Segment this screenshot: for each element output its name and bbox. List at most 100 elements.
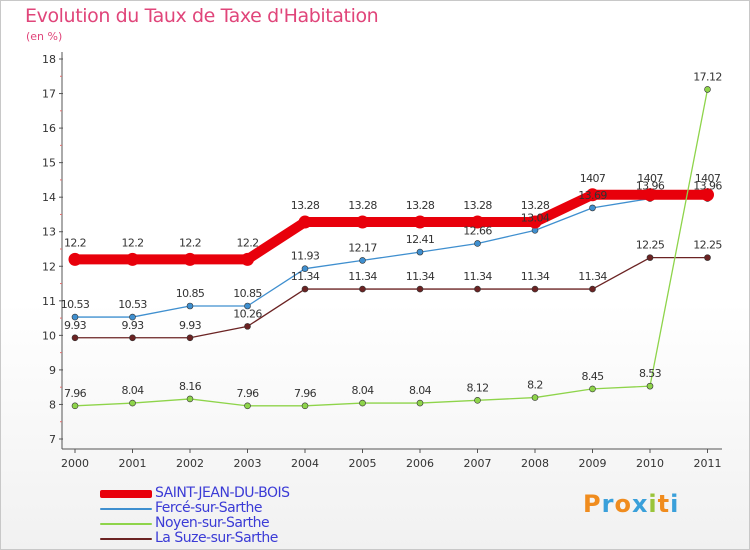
y-tick-label: 16 (42, 122, 56, 135)
logo-letter: i (670, 490, 680, 518)
data-point (301, 285, 309, 293)
data-label: 13.96 (693, 180, 722, 193)
data-label: 1407 (580, 172, 606, 185)
x-tick-label: 2004 (291, 457, 319, 470)
data-point (359, 399, 366, 407)
data-label: 8.04 (121, 384, 144, 397)
data-point (71, 334, 79, 342)
data-point (646, 254, 654, 261)
logo-letter: P (583, 490, 602, 518)
data-point (129, 313, 136, 321)
data-label: 13.04 (521, 211, 550, 224)
legend-swatch (100, 508, 152, 510)
data-label: 8.12 (466, 381, 488, 394)
data-point (186, 334, 194, 342)
y-tick-label: 12 (42, 260, 56, 273)
data-label: 9.93 (64, 319, 87, 332)
data-point (474, 240, 481, 247)
data-point (186, 302, 194, 310)
data-label: 13.28 (406, 199, 435, 212)
legend-swatch (100, 523, 152, 525)
data-point (704, 254, 711, 261)
proxiti-logo: Proxiti (583, 490, 679, 518)
legend-swatch (100, 490, 152, 498)
data-label: 7.96 (294, 387, 317, 400)
chart-unit-label: (en %) (26, 30, 63, 43)
data-label: 13.28 (463, 199, 492, 212)
data-label: 8.04 (351, 384, 374, 397)
logo-letter: o (614, 490, 632, 518)
data-point (589, 385, 596, 393)
data-label: 8.45 (581, 370, 604, 383)
data-label: 13.28 (348, 199, 377, 212)
data-point (298, 215, 312, 229)
data-point (589, 285, 596, 293)
y-tick-label: 7 (49, 433, 56, 446)
series-line-ferce-sur-sarthe (74, 197, 709, 318)
x-tick-label: 2001 (119, 457, 147, 470)
legend-label: La Suze-sur-Sarthe (155, 530, 278, 546)
data-point (531, 285, 539, 293)
data-point (646, 382, 654, 390)
data-label: 11.34 (578, 270, 607, 283)
series-line-saint-jean-du-bois (70, 189, 713, 265)
x-tick-label: 2007 (464, 457, 492, 470)
chart-title: Evolution du Taux de Taxe d'Habitation (25, 5, 379, 27)
data-label: 12.41 (406, 233, 435, 246)
legend-swatch (100, 538, 152, 540)
data-point (416, 248, 424, 256)
data-label: 1407 (637, 172, 663, 185)
data-point (704, 86, 711, 93)
data-label: 12.66 (463, 224, 492, 237)
data-point (416, 399, 424, 407)
data-point (474, 397, 481, 404)
data-label: 11.34 (463, 270, 492, 283)
data-label: 13.69 (578, 189, 607, 202)
data-point (183, 252, 197, 266)
data-label: 10.53 (118, 298, 147, 311)
data-label: 13.28 (521, 199, 550, 212)
data-label: 11.34 (348, 270, 377, 283)
y-tick-label: 8 (49, 398, 56, 411)
data-label: 9.93 (121, 319, 144, 332)
data-point (416, 285, 424, 293)
legend-label: Fercé-sur-Sarthe (155, 500, 263, 516)
y-tick-label: 10 (42, 329, 56, 342)
data-point (413, 215, 427, 229)
data-label: 12.25 (636, 239, 665, 252)
data-label: 7.96 (236, 387, 259, 400)
data-label: 10.85 (233, 287, 262, 300)
x-tick-label: 2005 (349, 457, 377, 470)
data-label: 9.93 (179, 319, 202, 332)
x-tick-label: 2003 (234, 457, 262, 470)
data-point (68, 252, 82, 266)
data-point (531, 394, 539, 401)
data-label: 11.34 (521, 270, 550, 283)
data-point (589, 204, 596, 212)
data-label: 12.2 (121, 236, 143, 249)
y-tick-label: 14 (42, 191, 56, 204)
data-label: 8.04 (409, 384, 432, 397)
y-tick-label: 17 (42, 88, 56, 101)
data-point (301, 265, 309, 272)
data-point (359, 285, 366, 293)
x-tick-label: 2006 (406, 457, 434, 470)
data-label: 8.53 (639, 367, 662, 380)
data-label: 11.93 (291, 250, 320, 263)
data-label: 12.17 (348, 241, 377, 254)
data-point (586, 188, 599, 202)
y-tick-label: 15 (42, 157, 56, 170)
data-point (244, 302, 251, 310)
data-point (474, 285, 481, 293)
data-label: 8.16 (179, 380, 202, 393)
x-tick-label: 2002 (176, 457, 204, 470)
data-label: 8.2 (527, 379, 543, 392)
data-point (301, 402, 309, 410)
data-point (244, 323, 251, 330)
x-tick-label: 2000 (61, 457, 89, 470)
data-point (244, 402, 251, 410)
data-label: 7.96 (64, 387, 87, 400)
y-tick-label: 11 (42, 295, 56, 308)
data-point (701, 188, 714, 202)
